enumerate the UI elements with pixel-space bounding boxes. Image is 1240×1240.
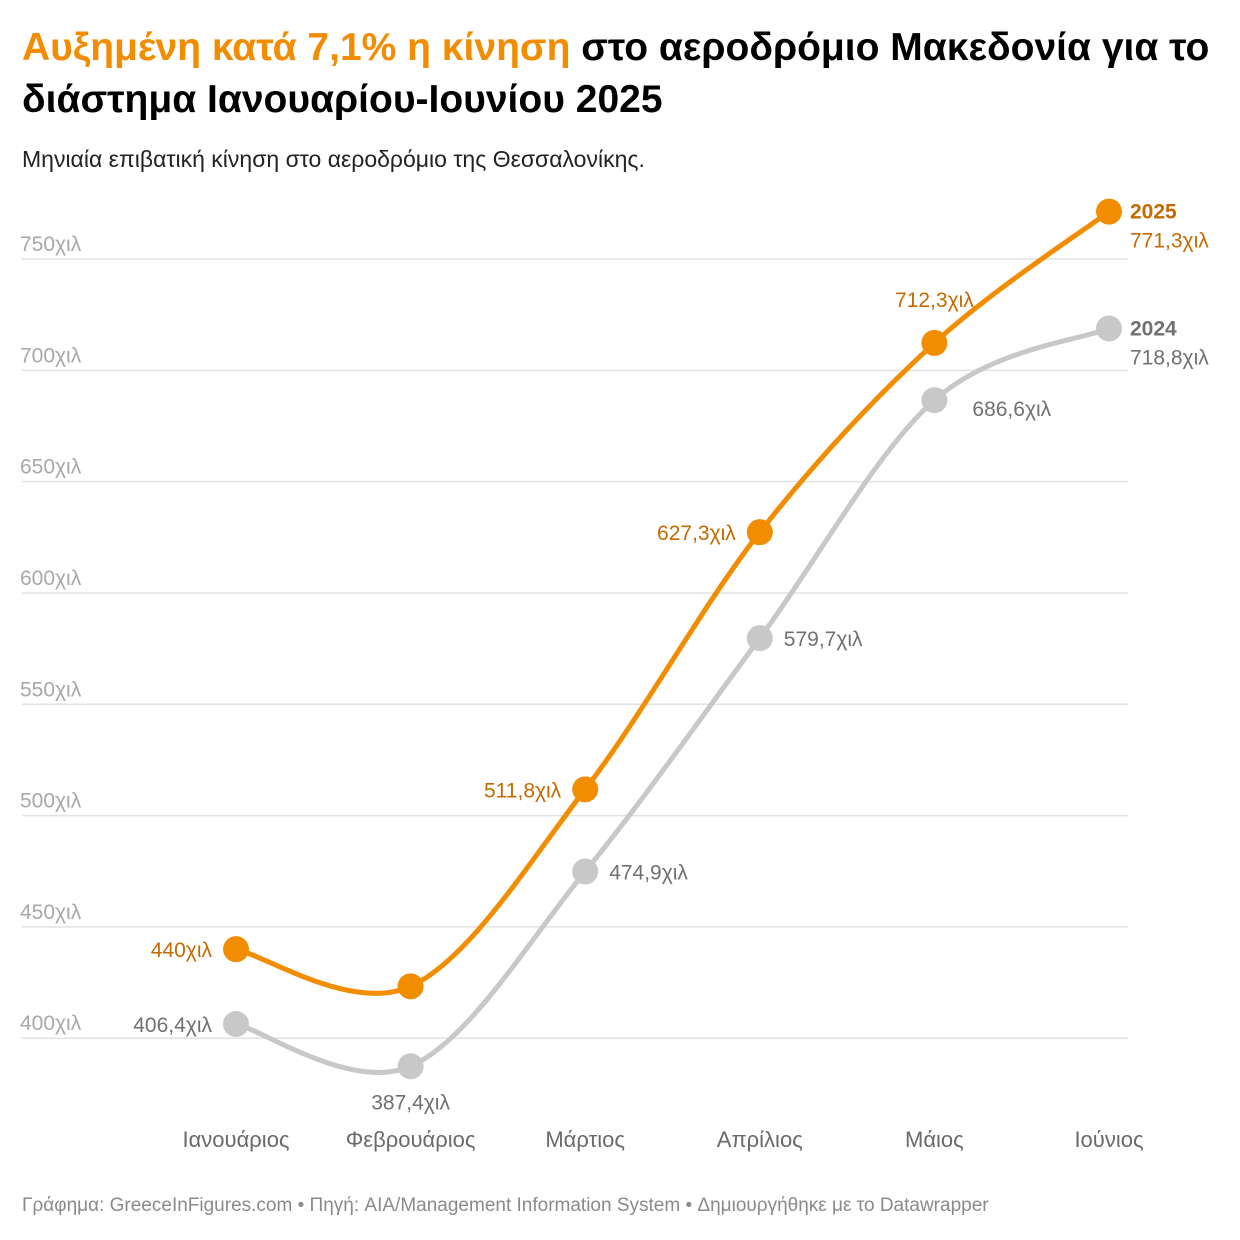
y-tick-label: 600χιλ bbox=[20, 567, 82, 590]
data-label-2024: 686,6χιλ bbox=[972, 398, 1051, 421]
x-tick-label: Απρίλιος bbox=[717, 1127, 803, 1152]
data-label-2025: 440χιλ bbox=[151, 939, 213, 962]
data-point-2024 bbox=[746, 625, 773, 652]
chart-title: Αυξημένη κατά 7,1% η κίνηση στο αεροδρόμ… bbox=[22, 22, 1222, 126]
x-tick-label: Ιούνιος bbox=[1074, 1127, 1143, 1152]
chart-subtitle: Μηνιαία επιβατική κίνηση στο αεροδρόμιο … bbox=[22, 146, 645, 172]
data-label-2024: 406,4χιλ bbox=[133, 1014, 212, 1037]
data-point-2024 bbox=[1096, 315, 1122, 342]
data-label-2025: 712,3χιλ bbox=[895, 289, 974, 312]
series-line-2024 bbox=[233, 325, 1112, 1075]
y-tick-label: 450χιλ bbox=[20, 901, 82, 924]
x-tick-label: Μάρτιος bbox=[545, 1127, 625, 1152]
y-tick-label: 700χιλ bbox=[20, 344, 82, 367]
data-point-2024 bbox=[921, 387, 948, 414]
data-point-2025 bbox=[1096, 198, 1122, 225]
data-point-2025 bbox=[572, 776, 599, 803]
x-tick-label: Φεβρουάριος bbox=[346, 1127, 476, 1152]
data-point-2025 bbox=[921, 329, 948, 356]
data-point-2024 bbox=[223, 1010, 249, 1037]
series-name-2025: 2025 bbox=[1130, 201, 1177, 224]
data-label-2024: 474,9χιλ bbox=[609, 861, 688, 884]
data-point-2025 bbox=[223, 936, 249, 963]
y-tick-label: 750χιλ bbox=[20, 233, 82, 256]
y-tick-label: 400χιλ bbox=[20, 1012, 82, 1035]
chart-title-rest: στο αεροδρόμιο Μακεδονία για το διάστημα… bbox=[22, 26, 1210, 121]
x-tick-label: Μάιος bbox=[905, 1127, 964, 1152]
data-label-2024: 387,4χιλ bbox=[371, 1091, 450, 1114]
y-tick-label: 550χιλ bbox=[20, 678, 82, 701]
data-point-2025 bbox=[746, 519, 773, 546]
data-label-2025: 511,8χιλ bbox=[484, 779, 562, 802]
data-point-2024 bbox=[572, 858, 599, 885]
x-tick-label: Ιανουάριος bbox=[182, 1127, 289, 1152]
data-label-2025: 771,3χιλ bbox=[1130, 230, 1209, 253]
data-label-2024: 579,7χιλ bbox=[784, 628, 863, 651]
data-point-2024 bbox=[397, 1053, 424, 1080]
data-point-2025 bbox=[397, 973, 424, 1000]
line-chart: 400χιλ 450χιλ 500χιλ 550χιλ 600χιλ 650χιλ 700χ… bbox=[20, 198, 1209, 1152]
series-name-2024: 2024 bbox=[1130, 317, 1177, 340]
chart-footer: Γράφημα: GreeceInFigures.com • Πηγή: AIA… bbox=[22, 1195, 989, 1216]
chart-title-highlight: Αυξημένη κατά 7,1% η κίνηση bbox=[22, 26, 571, 69]
y-tick-label: 650χιλ bbox=[20, 456, 82, 479]
data-label-2024: 718,8χιλ bbox=[1130, 346, 1209, 369]
data-label-2025: 627,3χιλ bbox=[657, 522, 736, 545]
y-tick-label: 500χιλ bbox=[20, 790, 82, 813]
